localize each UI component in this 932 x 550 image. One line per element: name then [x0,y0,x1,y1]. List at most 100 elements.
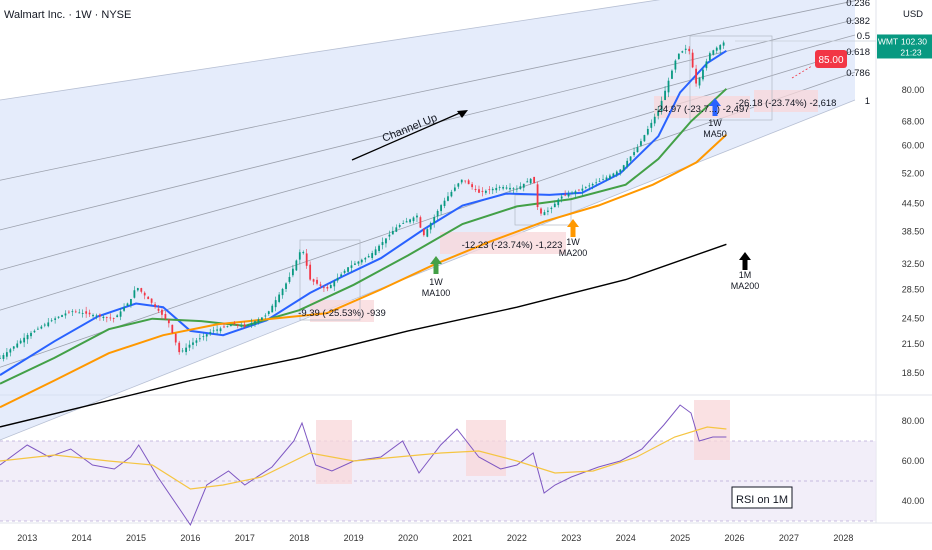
candle-body [491,188,494,191]
ma-line-1w-ma100 [0,88,728,385]
candle-body [333,281,336,287]
rsi-label-box [731,486,793,509]
candle-body [195,340,198,343]
candle-body [198,338,201,340]
candle-body [519,186,522,190]
candle-body [674,60,677,70]
candle-body [388,234,391,237]
candle-body [640,141,642,146]
candle-body [440,205,442,212]
candle-body [167,319,170,324]
rsi-highlight [316,420,352,484]
candle-body [181,350,184,352]
fib-label-0.618: 0.618 [846,47,870,58]
candle-body [505,187,508,189]
candle-body [236,324,239,326]
candle-body [212,330,215,332]
candle-body [254,321,256,325]
candle-body [326,287,329,289]
candle-body [40,326,43,329]
candle-body [174,333,177,343]
rsi-label: RSI on 1M [736,494,788,506]
candle-body [453,187,456,191]
channel-up-arrow [351,111,463,161]
candle-body [405,221,408,223]
candle-body [584,187,587,188]
price-tick: 52.00 [902,168,925,178]
price-tick: 80.00 [902,85,925,95]
candle-body [133,290,136,298]
candle-body [130,299,132,306]
fib-label-0.236: 0.236 [846,0,870,9]
candle-body [660,100,663,112]
candle-body [309,264,312,280]
candle-body [502,187,505,189]
candle-body [292,268,294,276]
candle-body [398,225,401,227]
candle-body [419,217,422,228]
candle-body [474,188,477,191]
candle-body [571,192,573,194]
candle-body [185,347,187,353]
candle-body [708,53,711,61]
channel-bottom-line [0,99,856,441]
price-tick: 24.50 [902,314,925,324]
candle-body [450,191,453,197]
candle-body [329,285,332,289]
candle-body [391,231,394,235]
drawdown-label: -12.23 (-23.74%) -1,223 [462,240,563,251]
candle-body [512,188,515,190]
candle-body [643,135,646,142]
candle-body [412,217,415,222]
ma-arrow-ma200 [567,219,579,237]
candle-body [646,128,649,135]
fib-label-0.786: 0.786 [846,68,870,79]
candle-body [157,308,160,311]
candle-body [702,69,704,80]
candle-body [436,210,439,217]
candle-body [409,219,411,223]
candle-body [526,181,529,183]
range-box [689,35,773,121]
candle-body [171,324,174,333]
candle-body [71,311,74,313]
time-tick-2025: 2025 [670,533,690,543]
candle-body [498,186,501,188]
candle-body [460,179,463,183]
candle-body [615,171,618,175]
drawdown-box-2026 [754,90,818,112]
drawdown-label: -26.18 (-23.74%) -2,618 [736,98,837,109]
ticker-badge-countdown: 21:23 [900,47,922,57]
candle-body [636,147,639,153]
candle-body [691,52,694,68]
candle-body [295,260,298,271]
candle-body [557,199,560,206]
rsi-ma-line [0,426,727,490]
candle-body [154,304,156,307]
drawdown-label: -9.39 (-25.53%) -939 [298,308,386,319]
price-tick: 68.00 [902,116,925,126]
candle-body [112,318,115,319]
time-tick-2015: 2015 [126,533,146,543]
candle-body [684,48,687,50]
candle-body [216,329,218,331]
candle-body [64,313,67,316]
candle-body [515,188,518,190]
candle-body [385,238,387,244]
candle-body [374,249,377,255]
candle-body [591,183,594,186]
candle-body [219,328,222,332]
candle-body [105,316,108,318]
ticker-badge-price: 102.30 [901,36,927,46]
ma-annotation-line2: MA100 [422,288,451,298]
time-tick-2023: 2023 [561,533,581,543]
candle-body [47,322,50,327]
candle-body [61,315,63,317]
channel-top-line [0,0,661,101]
candle-body [605,177,608,180]
candle-body [147,296,150,300]
ma-annotation-line2: MA200 [559,248,588,258]
ma-annotation-line1: 1W [429,277,443,287]
fib-line [0,19,856,231]
